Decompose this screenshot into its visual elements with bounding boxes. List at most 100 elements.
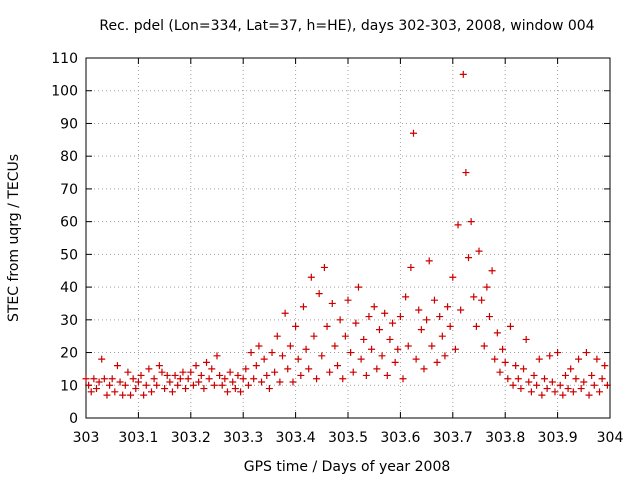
data-point (368, 345, 376, 353)
data-point (420, 365, 428, 373)
data-point (354, 283, 362, 291)
data-point (575, 355, 583, 363)
x-tick-label: 303.9 (538, 430, 578, 446)
data-point (389, 319, 397, 327)
y-tick-label: 30 (60, 313, 78, 329)
data-point (533, 381, 541, 389)
data-point (129, 375, 137, 383)
data-point (462, 169, 470, 177)
data-point (197, 371, 205, 379)
x-tick-label: 303 (73, 430, 100, 446)
data-point (412, 355, 420, 363)
data-point (425, 257, 433, 265)
data-point (415, 306, 423, 314)
data-point (399, 375, 407, 383)
data-point (467, 218, 475, 226)
data-point (525, 378, 533, 386)
data-point (561, 371, 569, 379)
gridlines (86, 58, 610, 418)
data-point (155, 362, 163, 370)
data-point (260, 355, 268, 363)
x-tick-label: 303.3 (223, 430, 263, 446)
data-point (255, 342, 263, 350)
y-tick-label: 0 (69, 411, 78, 427)
data-point (119, 391, 127, 399)
data-point (161, 385, 169, 393)
data-point (381, 309, 389, 317)
data-point (106, 381, 114, 389)
data-point (373, 365, 381, 373)
data-point (307, 273, 315, 281)
data-point (386, 335, 394, 343)
data-point (148, 388, 155, 396)
data-point (82, 375, 90, 383)
data-point (336, 316, 344, 324)
data-point (113, 362, 121, 370)
data-point (577, 385, 585, 393)
data-point (567, 365, 575, 373)
data-point (87, 388, 95, 396)
data-point (208, 365, 216, 373)
data-point (145, 365, 153, 373)
data-point (538, 391, 546, 399)
y-tick-label: 40 (60, 280, 78, 296)
x-tick-label: 303.8 (485, 430, 525, 446)
data-point (459, 70, 467, 78)
chart-title: Rec. pdel (Lon=334, Lat=37, h=HE), days … (99, 18, 594, 34)
data-point (582, 349, 590, 357)
data-point (176, 375, 184, 383)
data-point (310, 332, 318, 340)
data-point (410, 129, 417, 137)
data-point (281, 309, 289, 317)
data-point (428, 342, 436, 350)
data-point (234, 371, 242, 379)
data-point (470, 293, 478, 301)
data-point (103, 391, 111, 399)
data-point (378, 352, 386, 360)
x-tick-label: 303.1 (118, 430, 158, 446)
data-point (163, 371, 171, 379)
data-point (284, 365, 292, 373)
data-point (339, 375, 347, 383)
data-point (108, 375, 116, 383)
data-point (520, 365, 528, 373)
data-point (588, 371, 596, 379)
data-point (218, 381, 226, 389)
data-point (509, 381, 517, 389)
data-point (294, 355, 302, 363)
data-point (485, 313, 493, 321)
data-point (569, 388, 577, 396)
data-point (504, 375, 512, 383)
data-point (559, 391, 567, 399)
x-tick-label: 303.2 (171, 430, 211, 446)
data-point (179, 368, 187, 376)
data-point (95, 378, 103, 386)
data-point (593, 355, 601, 363)
data-point (276, 378, 284, 386)
data-point (457, 306, 465, 314)
data-point (541, 375, 548, 383)
data-point (391, 358, 399, 366)
data-point (383, 371, 391, 379)
data-point (580, 378, 588, 386)
data-point (512, 362, 520, 370)
y-tick-label: 20 (60, 346, 78, 362)
data-point (203, 358, 211, 366)
data-point (244, 381, 252, 389)
data-point (501, 358, 509, 366)
data-point (551, 388, 559, 396)
data-point (404, 342, 412, 350)
x-tick-label: 303.7 (433, 430, 473, 446)
data-point (158, 368, 166, 376)
data-point (572, 375, 580, 383)
data-point (213, 352, 221, 360)
data-point (313, 375, 321, 383)
data-point (370, 303, 378, 311)
data-point (603, 381, 611, 389)
data-point (514, 375, 522, 383)
data-point (132, 385, 140, 393)
data-point (242, 365, 250, 373)
data-point (171, 371, 179, 379)
data-point (331, 342, 339, 350)
data-point (226, 368, 234, 376)
